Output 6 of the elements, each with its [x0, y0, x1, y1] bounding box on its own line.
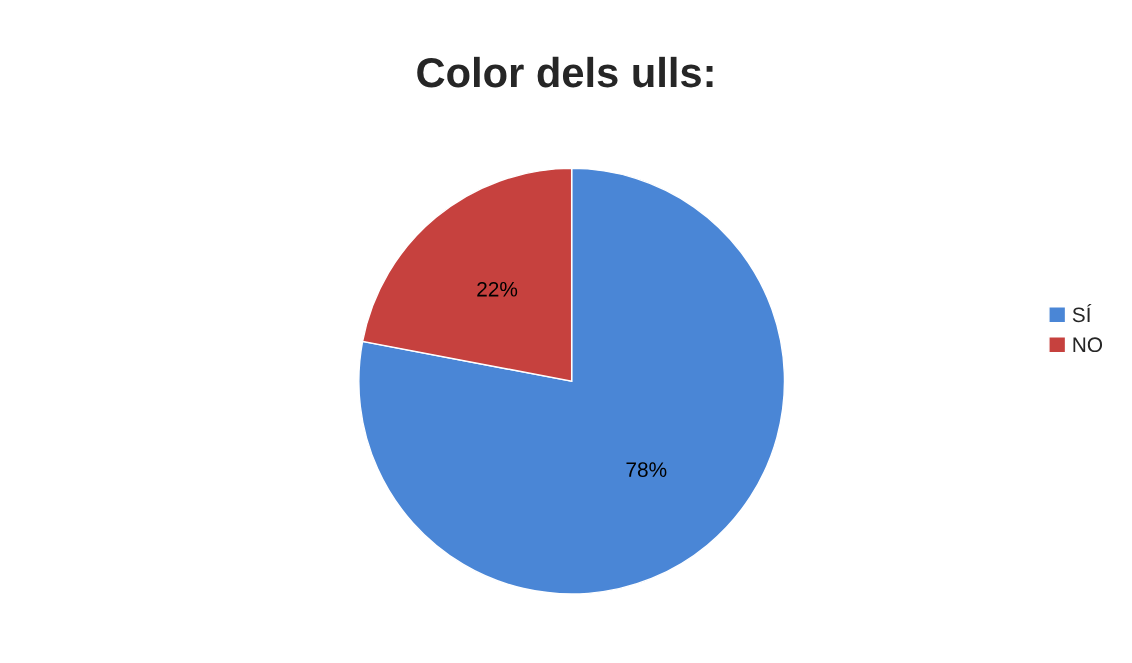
- data-label: 78%: [626, 462, 667, 478]
- chart-title: Color dels ulls:: [417, 56, 713, 88]
- legend-label: SÍ: [1072, 303, 1092, 323]
- data-label: 22%: [477, 281, 518, 297]
- legend-label: NO: [1073, 337, 1103, 353]
- pie-slice: [358, 167, 786, 595]
